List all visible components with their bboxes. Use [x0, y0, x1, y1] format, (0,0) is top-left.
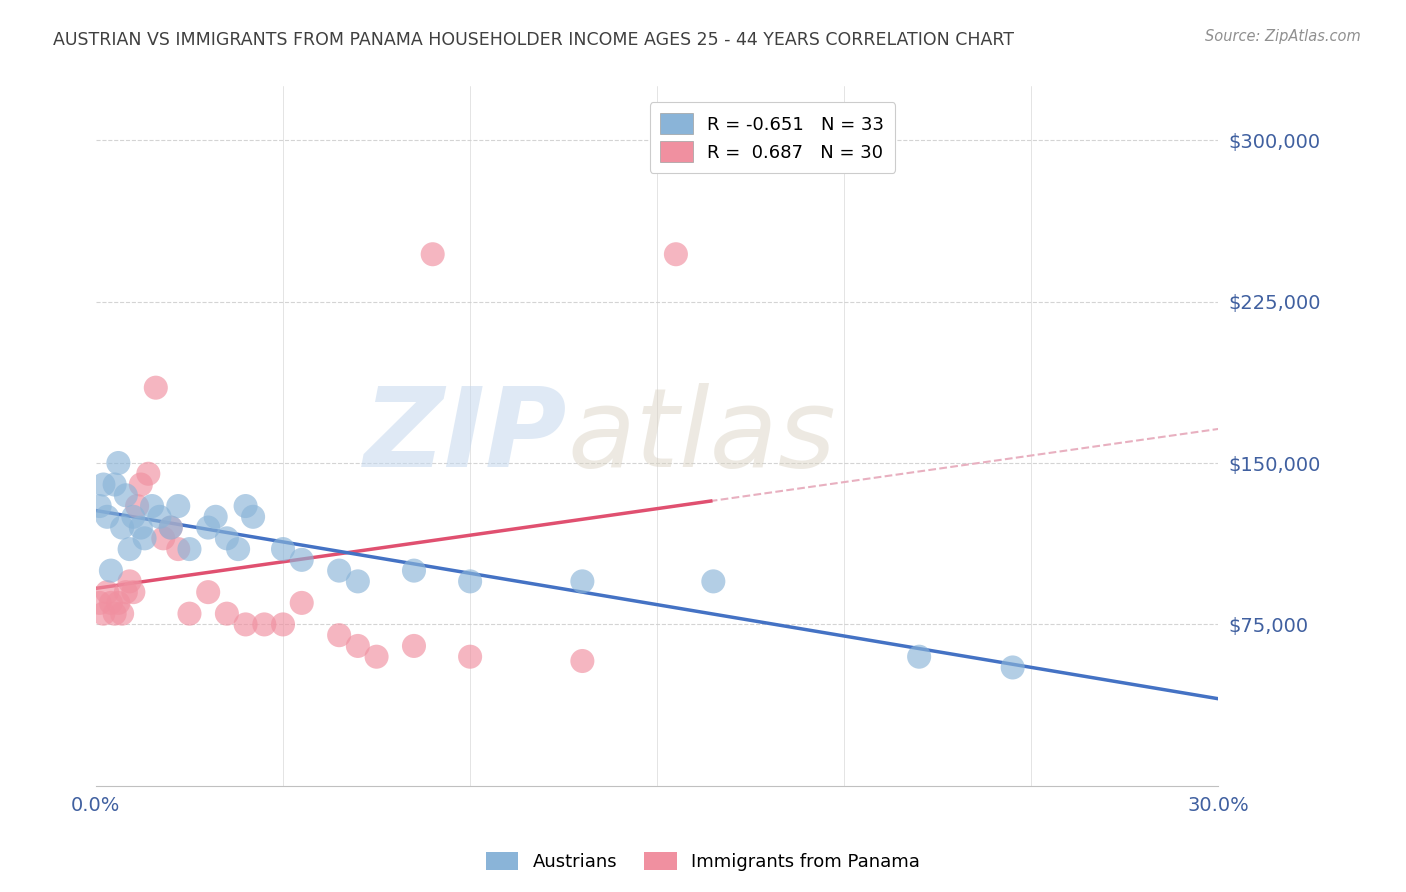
Point	[93, 607, 115, 621]
Point	[111, 607, 134, 621]
Point	[122, 509, 145, 524]
Point	[571, 654, 593, 668]
Point	[235, 617, 257, 632]
Point	[242, 509, 264, 524]
Point	[179, 542, 201, 557]
Point	[96, 509, 118, 524]
Text: Source: ZipAtlas.com: Source: ZipAtlas.com	[1205, 29, 1361, 44]
Point	[271, 542, 294, 557]
Point	[134, 532, 156, 546]
Point	[271, 617, 294, 632]
Point	[204, 509, 226, 524]
Point	[347, 574, 370, 589]
Point	[665, 247, 688, 261]
Point	[366, 649, 388, 664]
Point	[235, 499, 257, 513]
Point	[148, 509, 170, 524]
Point	[291, 553, 314, 567]
Point	[159, 520, 181, 534]
Point	[141, 499, 163, 513]
Point	[197, 585, 219, 599]
Point	[179, 607, 201, 621]
Point	[89, 499, 111, 513]
Point	[1001, 660, 1024, 674]
Point	[458, 649, 481, 664]
Point	[402, 564, 425, 578]
Point	[328, 564, 350, 578]
Point	[89, 596, 111, 610]
Point	[145, 381, 167, 395]
Point	[328, 628, 350, 642]
Legend: R = -0.651   N = 33, R =  0.687   N = 30: R = -0.651 N = 33, R = 0.687 N = 30	[650, 103, 896, 173]
Point	[107, 456, 129, 470]
Point	[702, 574, 724, 589]
Point	[122, 585, 145, 599]
Point	[253, 617, 276, 632]
Point	[129, 520, 152, 534]
Point	[215, 607, 238, 621]
Point	[291, 596, 314, 610]
Point	[111, 520, 134, 534]
Point	[197, 520, 219, 534]
Point	[129, 477, 152, 491]
Point	[571, 574, 593, 589]
Point	[104, 607, 127, 621]
Point	[127, 499, 149, 513]
Text: ZIP: ZIP	[364, 383, 568, 490]
Point	[402, 639, 425, 653]
Point	[422, 247, 444, 261]
Point	[152, 532, 174, 546]
Point	[118, 542, 141, 557]
Legend: Austrians, Immigrants from Panama: Austrians, Immigrants from Panama	[478, 845, 928, 879]
Point	[107, 596, 129, 610]
Text: AUSTRIAN VS IMMIGRANTS FROM PANAMA HOUSEHOLDER INCOME AGES 25 - 44 YEARS CORRELA: AUSTRIAN VS IMMIGRANTS FROM PANAMA HOUSE…	[53, 31, 1014, 49]
Point	[93, 477, 115, 491]
Point	[118, 574, 141, 589]
Point	[458, 574, 481, 589]
Point	[115, 585, 138, 599]
Point	[104, 477, 127, 491]
Point	[226, 542, 249, 557]
Point	[167, 499, 190, 513]
Point	[215, 532, 238, 546]
Text: atlas: atlas	[568, 383, 837, 490]
Point	[100, 596, 122, 610]
Point	[96, 585, 118, 599]
Point	[167, 542, 190, 557]
Point	[136, 467, 159, 481]
Point	[908, 649, 931, 664]
Point	[100, 564, 122, 578]
Point	[159, 520, 181, 534]
Point	[115, 488, 138, 502]
Point	[347, 639, 370, 653]
